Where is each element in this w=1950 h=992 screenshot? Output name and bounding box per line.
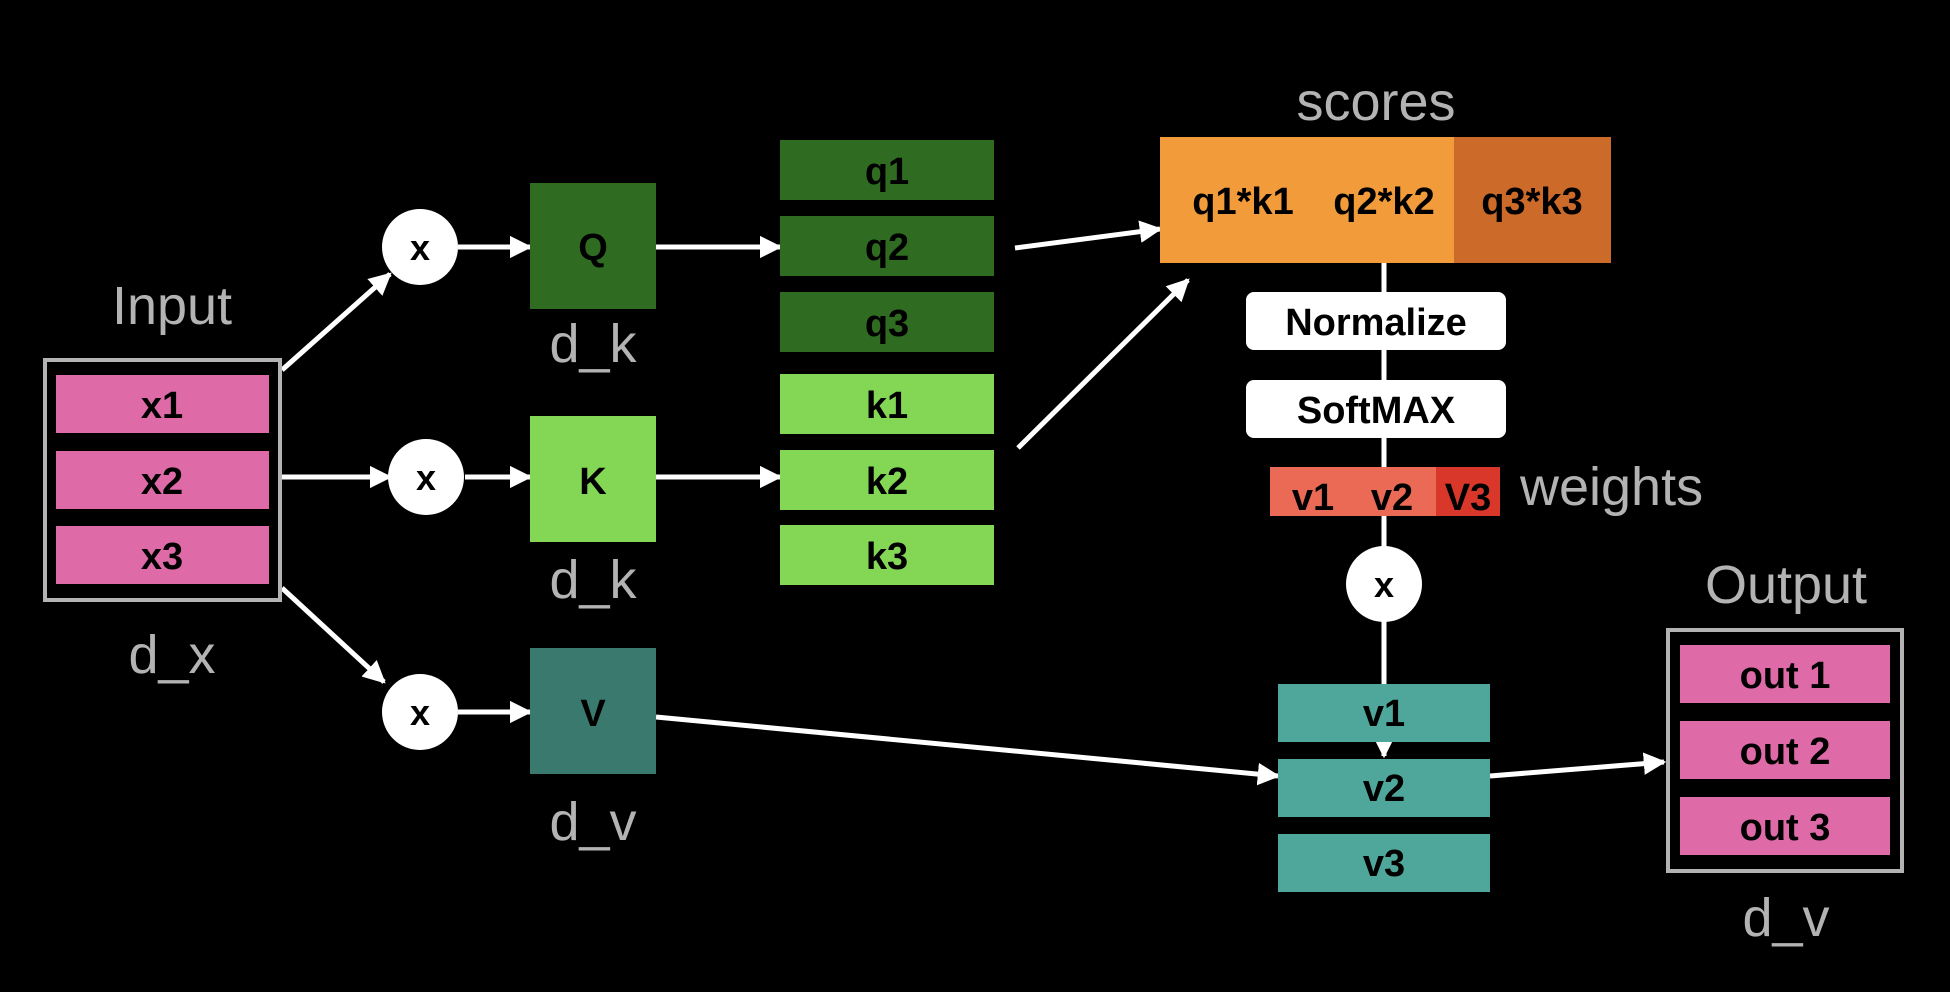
weights-cell-label: V3 (1445, 477, 1491, 519)
output-row-label: out 1 (1740, 655, 1831, 697)
value-row (1278, 759, 1490, 817)
arrow-keys-to-scores (1016, 278, 1190, 450)
matrix-q-label: Q (578, 227, 608, 269)
multiply-node-q (382, 209, 458, 285)
multiply-nodes: x x x (382, 209, 464, 750)
scores-cell-label: q3*k3 (1481, 181, 1582, 223)
output-row (1680, 797, 1890, 855)
output-title: Output (1705, 555, 1867, 615)
matrix-q (530, 183, 656, 309)
scores-title: scores (1296, 72, 1455, 132)
query-row-label: q1 (865, 151, 909, 193)
weights-bar (1270, 467, 1436, 516)
multiply-symbol: x (1374, 564, 1394, 605)
multiply-symbol: x (410, 692, 430, 733)
weights-cell-label: v2 (1371, 477, 1413, 519)
multiply-node-weights (1346, 546, 1422, 622)
arrow-v-to-values (655, 714, 1281, 786)
input-row-label: x3 (141, 536, 183, 578)
multiply-symbol: x (410, 227, 430, 268)
key-row (780, 374, 994, 434)
weights-title: weights (1519, 457, 1703, 517)
weights-multiply: x (1346, 546, 1422, 622)
values-block: v1 v2 v3 (1278, 684, 1490, 892)
output-row (1680, 645, 1890, 703)
value-row-label: v2 (1363, 768, 1405, 810)
output-row-label: out 2 (1740, 731, 1831, 773)
key-row-label: k3 (866, 536, 908, 578)
input-frame (43, 358, 282, 602)
key-row (780, 525, 994, 585)
input-row-x3 (56, 526, 269, 584)
weights-block: v1 v2 V3 weights (1270, 457, 1703, 519)
value-row (1278, 834, 1490, 892)
output-row (1680, 721, 1890, 779)
scores-block: scores q1*k1 q2*k2 q3*k3 (1160, 72, 1611, 263)
scores-cell-label: q1*k1 (1192, 181, 1293, 223)
softmax-label: SoftMAX (1297, 390, 1456, 432)
weights-cell-highlight (1436, 467, 1500, 516)
matrix-v-dim: d_v (549, 792, 636, 852)
query-row (780, 292, 994, 352)
scores-bar (1160, 137, 1454, 263)
input-title: Input (112, 276, 232, 336)
softmax-box (1246, 380, 1506, 438)
multiply-node-v (382, 674, 458, 750)
query-row (780, 140, 994, 200)
multiply-node-k (388, 439, 464, 515)
normalize-label: Normalize (1285, 302, 1467, 344)
matrix-q-dim: d_k (549, 314, 637, 374)
value-row-label: v3 (1363, 843, 1405, 885)
input-row-label: x2 (141, 461, 183, 503)
input-block: Input x1 x2 x3 d_x (43, 276, 282, 685)
input-row-x2 (56, 451, 269, 509)
arrow-queries-to-scores (1014, 220, 1163, 251)
query-row-label: q3 (865, 303, 909, 345)
query-row (780, 216, 994, 276)
scores-cell-label: q2*k2 (1333, 181, 1434, 223)
matrix-k-dim: d_k (549, 550, 637, 610)
weights-cell-label: v1 (1292, 477, 1334, 519)
value-row (1278, 684, 1490, 742)
matrix-k (530, 416, 656, 542)
input-dim-label: d_x (128, 625, 215, 685)
key-row (780, 450, 994, 510)
queries-block: q1 q2 q3 (780, 140, 994, 352)
value-row-label: v1 (1363, 693, 1405, 735)
output-row-label: out 3 (1740, 807, 1831, 849)
input-row-x1 (56, 375, 269, 433)
output-dim-label: d_v (1742, 888, 1829, 948)
arrow-values-to-output (1489, 752, 1667, 779)
projection-matrices: Q d_k K d_k V d_v (530, 183, 656, 852)
query-row-label: q2 (865, 227, 909, 269)
arrow-input-to-mult-q (280, 272, 392, 372)
multiply-symbol: x (416, 457, 436, 498)
output-block: Output out 1 out 2 out 3 d_v (1666, 555, 1904, 948)
scores-cell-dark (1454, 137, 1611, 263)
matrix-v-label: V (580, 693, 606, 735)
output-frame (1666, 628, 1904, 873)
matrix-k-label: K (579, 461, 607, 503)
key-row-label: k2 (866, 461, 908, 503)
key-row-label: k1 (866, 385, 908, 427)
arrow-input-to-mult-v (280, 586, 386, 684)
keys-block: k1 k2 k3 (780, 374, 994, 585)
input-row-label: x1 (141, 385, 183, 427)
matrix-v (530, 648, 656, 774)
normalize-box (1246, 292, 1506, 350)
normalization-steps: Normalize SoftMAX (1246, 292, 1506, 438)
